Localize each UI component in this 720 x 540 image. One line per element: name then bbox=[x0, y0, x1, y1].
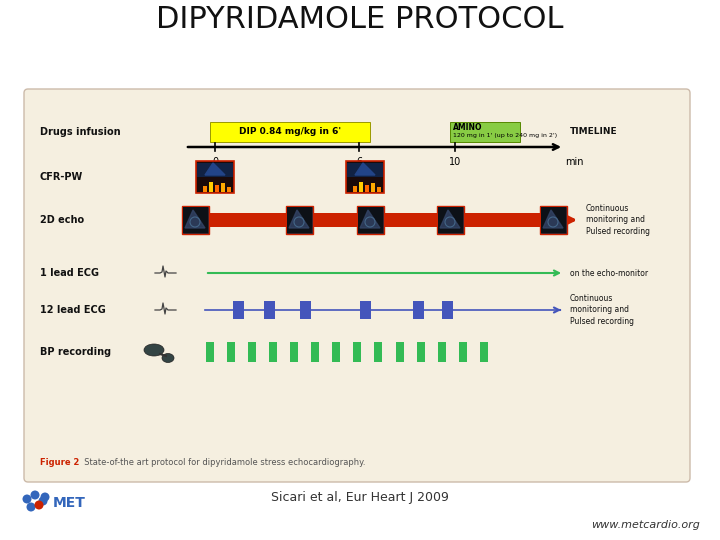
Bar bbox=[215, 185, 219, 192]
Bar bbox=[287, 207, 312, 233]
Bar bbox=[221, 183, 225, 192]
Text: MET: MET bbox=[53, 496, 86, 510]
Bar bbox=[210, 122, 370, 142]
Bar bbox=[436, 206, 464, 234]
Ellipse shape bbox=[144, 344, 164, 356]
Bar bbox=[480, 342, 488, 362]
Text: 0: 0 bbox=[212, 157, 218, 167]
Bar bbox=[358, 207, 382, 233]
Bar bbox=[227, 187, 231, 192]
Polygon shape bbox=[360, 210, 380, 228]
Text: BP recording: BP recording bbox=[40, 347, 111, 357]
Bar bbox=[450, 122, 520, 142]
Text: 12 lead ECG: 12 lead ECG bbox=[40, 305, 106, 315]
Circle shape bbox=[30, 490, 40, 500]
Text: Figure 2: Figure 2 bbox=[40, 458, 79, 467]
Bar bbox=[347, 163, 383, 177]
Bar bbox=[395, 342, 403, 362]
Circle shape bbox=[35, 501, 43, 510]
Bar bbox=[438, 207, 462, 233]
Text: TIMELINE: TIMELINE bbox=[570, 127, 618, 137]
Circle shape bbox=[27, 503, 35, 511]
Bar bbox=[353, 186, 357, 192]
Text: 2D echo: 2D echo bbox=[40, 215, 84, 225]
Bar bbox=[181, 206, 209, 234]
Polygon shape bbox=[205, 163, 225, 175]
Bar bbox=[377, 187, 381, 192]
Bar bbox=[206, 342, 214, 362]
Bar bbox=[539, 206, 567, 234]
Bar bbox=[227, 342, 235, 362]
Circle shape bbox=[22, 495, 32, 503]
Bar bbox=[209, 182, 213, 192]
Bar bbox=[346, 161, 384, 193]
Bar bbox=[374, 342, 382, 362]
Text: 120 mg in 1' (up to 240 mg in 2'): 120 mg in 1' (up to 240 mg in 2') bbox=[453, 133, 557, 138]
Text: DIPYRIDAMOLE PROTOCOL: DIPYRIDAMOLE PROTOCOL bbox=[156, 5, 564, 35]
Polygon shape bbox=[289, 210, 309, 228]
Bar bbox=[290, 342, 298, 362]
Bar bbox=[182, 207, 207, 233]
Bar bbox=[438, 342, 446, 362]
Bar bbox=[311, 342, 319, 362]
Circle shape bbox=[40, 492, 50, 502]
Text: min: min bbox=[565, 157, 583, 167]
Text: AMINO: AMINO bbox=[453, 123, 482, 132]
Bar bbox=[365, 185, 369, 192]
Bar bbox=[197, 163, 233, 177]
Bar bbox=[300, 301, 311, 319]
Circle shape bbox=[38, 496, 48, 505]
Text: www.metcardio.org: www.metcardio.org bbox=[591, 520, 700, 530]
Text: CFR-PW: CFR-PW bbox=[40, 172, 84, 182]
Bar bbox=[248, 342, 256, 362]
Text: State-of-the art protocol for dipyridamole stress echocardiography.: State-of-the art protocol for dipyridamo… bbox=[79, 458, 366, 467]
Text: Continuous
monitoring and
Pulsed recording: Continuous monitoring and Pulsed recordi… bbox=[586, 204, 650, 237]
Bar bbox=[269, 342, 277, 362]
Text: DIP 0.84 mg/kg in 6': DIP 0.84 mg/kg in 6' bbox=[239, 127, 341, 137]
Bar bbox=[360, 301, 372, 319]
Text: 6: 6 bbox=[356, 157, 362, 167]
Bar bbox=[354, 342, 361, 362]
Bar bbox=[286, 206, 312, 234]
Bar bbox=[359, 182, 363, 192]
Polygon shape bbox=[185, 210, 205, 228]
Text: 10: 10 bbox=[449, 157, 461, 167]
Bar bbox=[417, 342, 425, 362]
Bar bbox=[356, 206, 384, 234]
Bar bbox=[333, 342, 341, 362]
Bar bbox=[233, 301, 244, 319]
Text: Drugs infusion: Drugs infusion bbox=[40, 127, 121, 137]
Text: on the echo-monitor: on the echo-monitor bbox=[570, 268, 648, 278]
Bar bbox=[541, 207, 565, 233]
Text: Continuous
monitoring and
Pulsed recording: Continuous monitoring and Pulsed recordi… bbox=[570, 294, 634, 326]
Polygon shape bbox=[543, 210, 563, 228]
Bar bbox=[196, 161, 234, 193]
Polygon shape bbox=[355, 163, 375, 175]
Ellipse shape bbox=[162, 354, 174, 362]
Bar bbox=[413, 301, 424, 319]
Bar bbox=[264, 301, 275, 319]
Bar bbox=[442, 301, 453, 319]
Text: 1 lead ECG: 1 lead ECG bbox=[40, 268, 99, 278]
FancyBboxPatch shape bbox=[24, 89, 690, 482]
Bar bbox=[203, 186, 207, 192]
Bar bbox=[459, 342, 467, 362]
Bar bbox=[195, 213, 563, 227]
Bar bbox=[371, 183, 375, 192]
Polygon shape bbox=[440, 210, 460, 228]
Text: Sicari et al, Eur Heart J 2009: Sicari et al, Eur Heart J 2009 bbox=[271, 491, 449, 504]
